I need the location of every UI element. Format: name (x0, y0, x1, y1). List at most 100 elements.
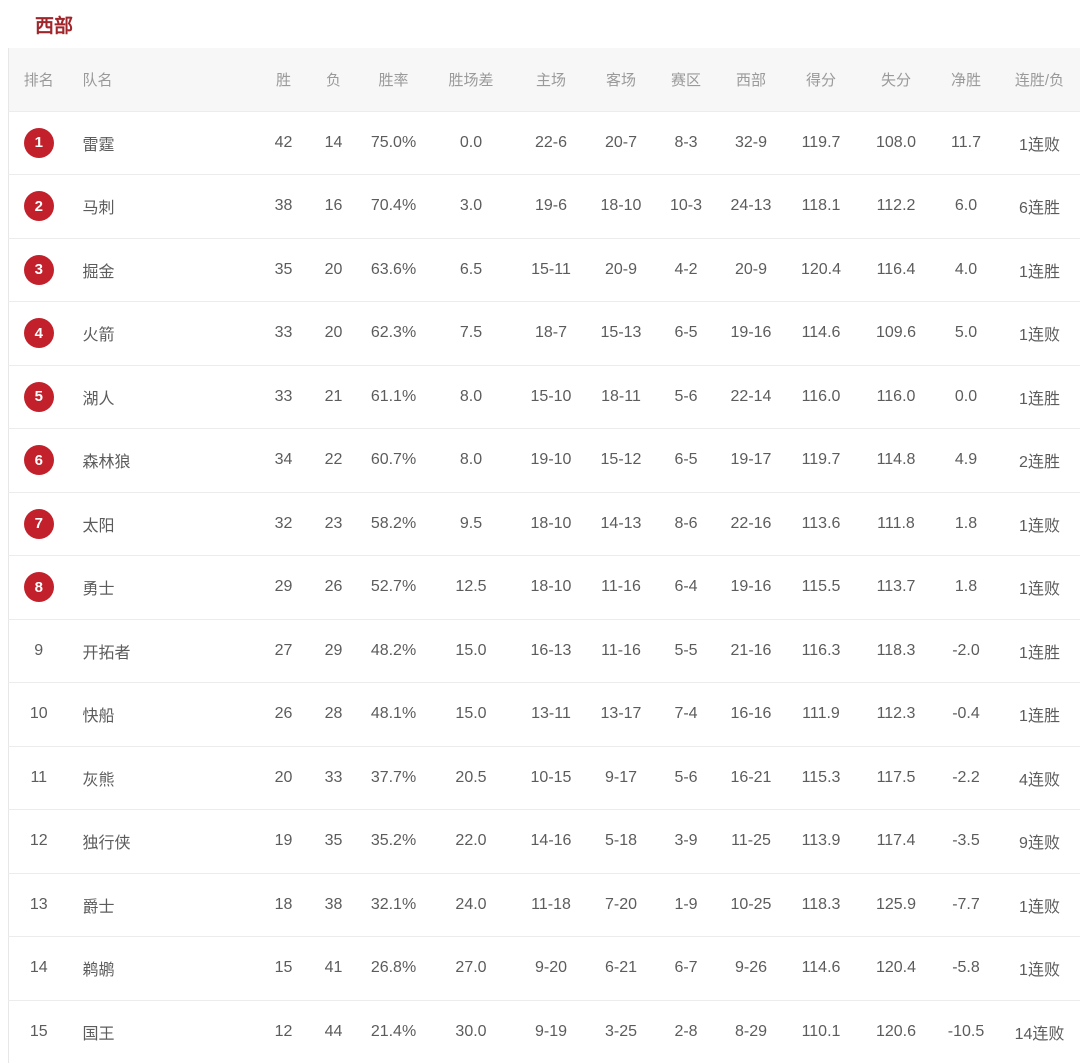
points-against-cell: 111.8 (877, 514, 915, 532)
losses-cell: 23 (324, 514, 343, 532)
losses-cell: 28 (324, 705, 343, 723)
rank-badge: 6 (23, 445, 54, 476)
rank-number: 15 (29, 1023, 48, 1040)
rank-badge: 2 (23, 191, 54, 222)
points-against-cell: 116.4 (876, 260, 916, 278)
win-pct-cell: 70.4% (370, 197, 417, 215)
net-points-cell: -2.0 (952, 641, 980, 659)
games-behind-cell: 20.5 (455, 768, 487, 786)
points-for-cell: 118.1 (801, 197, 841, 215)
wins-cell: 15 (274, 959, 293, 977)
team-name-cell: 湖人 (82, 390, 115, 408)
games-behind-cell: 15.0 (455, 641, 487, 659)
rank-cell: 7 (9, 492, 69, 556)
net-points-cell: -2.2 (952, 768, 980, 786)
west-record-cell: 22-14 (730, 387, 772, 405)
points-for-cell: 114.6 (801, 959, 841, 977)
rank-cell: 3 (9, 238, 69, 302)
home-record-cell: 15-10 (530, 387, 572, 405)
team-name-cell: 勇士 (82, 581, 115, 599)
away-record-cell: 20-9 (604, 260, 638, 278)
points-for-cell: 119.7 (801, 451, 841, 469)
rank-cell: 14 (9, 937, 69, 1001)
points-against-cell: 112.3 (876, 705, 916, 723)
away-record-cell: 11-16 (601, 578, 641, 596)
points-against-cell: 116.0 (876, 387, 916, 405)
rank-cell: 15 (9, 1000, 69, 1063)
home-record-cell: 18-7 (534, 324, 568, 342)
win-pct-cell: 21.4% (370, 1023, 417, 1040)
net-points-cell: -3.5 (952, 832, 980, 850)
rank-cell: 10 (9, 683, 69, 747)
rank-cell: 2 (9, 175, 69, 239)
points-against-cell: 117.5 (876, 768, 916, 786)
table-row: 7 太阳 32 23 58.2% 9.5 18-10 14-13 8-6 22-16 113.6 11… (8, 492, 1080, 556)
division-record-cell: 5-6 (674, 768, 698, 786)
win-pct-cell: 63.6% (370, 260, 417, 278)
points-for-cell: 114.6 (801, 324, 841, 342)
rank-cell: 6 (9, 429, 69, 493)
points-against-cell: 125.9 (875, 895, 917, 913)
home-record-cell: 9-19 (534, 1023, 568, 1040)
table-row: 15 国王 12 44 21.4% 30.0 9-19 3-25 2-8 8-29 110.1 120… (8, 1000, 1080, 1063)
col-header-win-pct: 胜率 (378, 71, 409, 89)
home-record-cell: 19-10 (530, 451, 572, 469)
rank-badge: 3 (23, 254, 54, 285)
rank-badge: 7 (23, 508, 54, 539)
win-pct-cell: 60.7% (370, 451, 417, 469)
win-pct-cell: 35.2% (370, 832, 417, 850)
net-points-cell: -10.5 (947, 1023, 985, 1040)
points-for-cell: 120.4 (800, 260, 842, 278)
games-behind-cell: 6.5 (459, 260, 483, 278)
net-points-cell: -7.7 (952, 895, 980, 913)
wins-cell: 33 (274, 387, 293, 405)
division-record-cell: 4-2 (674, 260, 698, 278)
win-pct-cell: 58.2% (370, 514, 417, 532)
team-name-cell: 掘金 (82, 263, 115, 281)
streak-cell: 6连胜 (1019, 200, 1060, 218)
win-pct-cell: 61.1% (370, 387, 417, 405)
home-record-cell: 14-16 (530, 832, 572, 850)
team-name-cell: 雷霆 (82, 136, 115, 154)
team-name-cell: 爵士 (82, 898, 115, 916)
home-record-cell: 13-11 (531, 705, 571, 723)
table-row: 13 爵士 18 38 32.1% 24.0 11-18 7-20 1-9 10-25 118.3 1… (8, 873, 1080, 937)
col-header-home: 主场 (535, 71, 566, 89)
games-behind-cell: 0.0 (459, 133, 483, 151)
rank-cell: 4 (9, 302, 69, 366)
rank-cell: 5 (9, 365, 69, 429)
division-record-cell: 1-9 (674, 895, 698, 913)
wins-cell: 26 (274, 705, 293, 723)
table-row: 2 马刺 38 16 70.4% 3.0 19-6 18-10 10-3 24-13 118.1 11… (8, 174, 1080, 239)
losses-cell: 21 (324, 387, 343, 405)
games-behind-cell: 9.5 (459, 514, 483, 532)
rank-cell: 9 (9, 619, 69, 683)
team-name-cell: 鹈鹕 (82, 962, 115, 980)
wins-cell: 42 (274, 133, 293, 151)
away-record-cell: 20-7 (604, 133, 638, 151)
wins-cell: 27 (274, 641, 293, 659)
rank-cell: 8 (9, 556, 69, 620)
away-record-cell: 15-13 (600, 324, 642, 342)
streak-cell: 1连败 (1019, 898, 1060, 916)
division-record-cell: 7-4 (674, 705, 698, 723)
wins-cell: 12 (274, 1023, 293, 1040)
col-header-games-behind: 胜场差 (448, 71, 494, 89)
west-record-cell: 8-29 (734, 1023, 768, 1040)
away-record-cell: 13-17 (600, 705, 642, 723)
points-against-cell: 118.3 (876, 641, 916, 659)
team-name-cell: 森林狼 (82, 454, 131, 472)
win-pct-cell: 26.8% (370, 959, 417, 977)
points-for-cell: 116.0 (801, 387, 841, 405)
losses-cell: 16 (324, 197, 343, 215)
wins-cell: 19 (274, 832, 293, 850)
games-behind-cell: 7.5 (459, 324, 483, 342)
win-pct-cell: 37.7% (370, 768, 417, 786)
table-row: 11 灰熊 20 33 37.7% 20.5 10-15 9-17 5-6 16-21 115.3 1… (8, 746, 1080, 810)
points-against-cell: 120.4 (875, 959, 917, 977)
table-row: 8 勇士 29 26 52.7% 12.5 18-10 11-16 6-4 19-16 115.5 1… (8, 555, 1080, 620)
division-record-cell: 10-3 (669, 197, 703, 215)
wins-cell: 20 (274, 768, 293, 786)
west-record-cell: 19-16 (730, 578, 772, 596)
rank-cell: 12 (9, 810, 69, 874)
